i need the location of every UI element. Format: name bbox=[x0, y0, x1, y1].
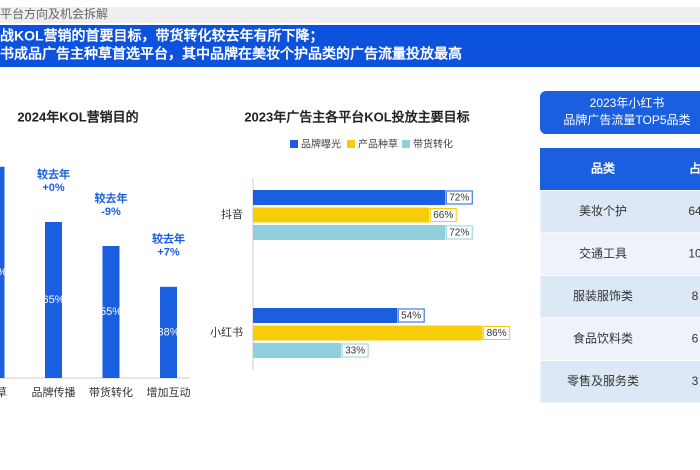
legend-swatch bbox=[290, 140, 298, 148]
headline: 战KOL营销的首要目标，带货转化较去年有所下降； bbox=[0, 28, 324, 45]
value-label: 33% bbox=[345, 346, 365, 357]
value-label-box bbox=[341, 343, 369, 358]
legend-label: 带货转化 bbox=[413, 138, 453, 151]
value-label: 88% bbox=[0, 266, 7, 278]
value-label: 72% bbox=[449, 228, 469, 239]
annotation: 较去年 bbox=[152, 232, 185, 246]
bar bbox=[253, 343, 342, 358]
table-row bbox=[539, 275, 700, 319]
headline-bar bbox=[0, 25, 700, 67]
annotation: +0% bbox=[42, 182, 65, 194]
annotation: -9% bbox=[101, 206, 121, 218]
table-row bbox=[539, 232, 700, 276]
table-cell: 64 bbox=[688, 204, 700, 218]
table-cell: 食品饮料类 bbox=[573, 330, 633, 345]
bar bbox=[102, 246, 120, 378]
x-tick-label: 品牌传播 bbox=[32, 385, 76, 399]
legend-label: 品牌曝光 bbox=[301, 138, 341, 151]
bar bbox=[253, 325, 483, 341]
table-cell: 零售及服务类 bbox=[567, 373, 639, 388]
chart-title: 2024年KOL营销目的 bbox=[17, 109, 138, 124]
table-cell: 6 bbox=[692, 331, 699, 345]
column-header: 品类 bbox=[591, 160, 616, 175]
table-row bbox=[539, 317, 700, 361]
value-label: 55% bbox=[100, 306, 122, 318]
bar bbox=[253, 207, 430, 223]
value-label-box bbox=[429, 208, 457, 222]
legend-label: 产品种草 bbox=[358, 138, 398, 151]
bar bbox=[0, 166, 5, 378]
table-cell: 美妆个护 bbox=[579, 204, 627, 218]
bar bbox=[253, 225, 446, 240]
value-label-box bbox=[445, 190, 473, 205]
x-tick-label: 增加互动 bbox=[147, 385, 191, 399]
table-row bbox=[539, 190, 700, 234]
value-label: 86% bbox=[487, 328, 507, 339]
table-cell: 3 bbox=[692, 374, 699, 388]
value-label-box bbox=[483, 326, 511, 340]
bar bbox=[253, 190, 446, 205]
bar bbox=[45, 222, 62, 378]
bar bbox=[160, 286, 177, 378]
table-cell: 10 bbox=[688, 246, 700, 260]
table-title: 品牌广告流量TOP5品类 bbox=[563, 113, 690, 127]
table-cell: 8 bbox=[692, 289, 699, 303]
value-label: 72% bbox=[449, 193, 469, 204]
value-label: 38% bbox=[157, 326, 179, 338]
table-row bbox=[539, 360, 700, 404]
column-header: 占 bbox=[689, 160, 700, 175]
value-label: 66% bbox=[433, 210, 453, 221]
annotation: +7% bbox=[157, 247, 180, 259]
value-label: 65% bbox=[42, 294, 64, 306]
breadcrumb-bar bbox=[0, 7, 700, 23]
annotation: 较去年 bbox=[37, 167, 70, 181]
value-label-box bbox=[397, 308, 425, 323]
annotation: 较去年 bbox=[95, 191, 128, 205]
x-tick-label: 种草 bbox=[0, 385, 7, 399]
legend-swatch bbox=[402, 140, 410, 148]
value-label-box bbox=[445, 225, 473, 240]
legend-swatch bbox=[347, 140, 355, 148]
y-tick-label: 抖音 bbox=[221, 207, 243, 221]
table-title-box bbox=[540, 91, 700, 134]
table-title: 2023年小红书 bbox=[590, 95, 665, 110]
table-cell: 交通工具 bbox=[579, 245, 627, 260]
bar bbox=[253, 308, 398, 323]
chart-title: 2023年广告主各平台KOL投放主要目标 bbox=[244, 109, 469, 124]
breadcrumb: 平台方向及机会拆解 bbox=[0, 6, 108, 21]
value-label: 54% bbox=[401, 311, 421, 322]
y-tick-label: 小红书 bbox=[210, 326, 243, 339]
table-cell: 服装服饰类 bbox=[573, 289, 633, 303]
headline: 书成品广告主种草首选平台，其中品牌在美妆个护品类的广告流量投放最高 bbox=[0, 46, 462, 62]
table-header bbox=[540, 148, 700, 191]
x-tick-label: 带货转化 bbox=[89, 385, 133, 399]
